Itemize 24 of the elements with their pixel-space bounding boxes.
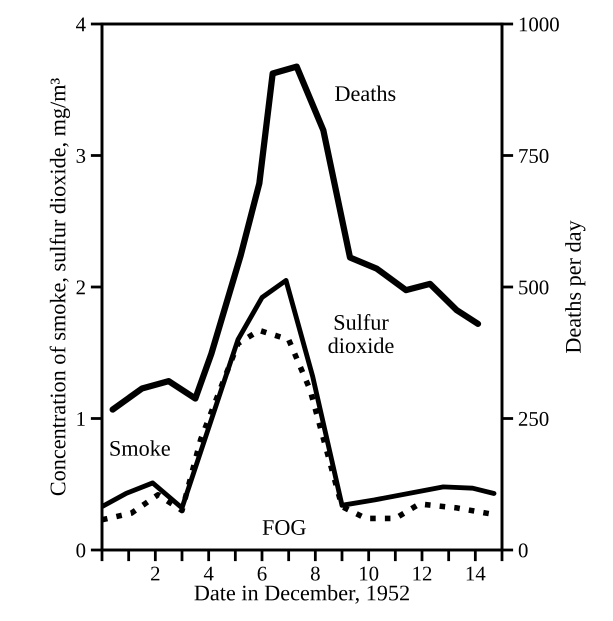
y2-axis-title: Deaths per day [565, 220, 586, 354]
series-label: Sulfur dioxide [328, 314, 394, 354]
annotation: FOG [262, 520, 306, 535]
y2-tick-label: 250 [518, 412, 548, 426]
x-tick-label: 12 [413, 566, 432, 580]
y2-tick-label: 500 [519, 280, 548, 294]
y2-tick-label: 0 [518, 543, 528, 558]
x-tick-label: 10 [360, 566, 378, 581]
x-axis-title: Date in December, 1952 [194, 584, 409, 604]
x-tick-label: 8 [310, 566, 320, 581]
y-tick-label: 1 [77, 412, 85, 426]
y-tick-label: 3 [76, 148, 86, 163]
x-tick-label: 4 [204, 566, 214, 580]
series-label: Deaths [335, 85, 396, 102]
y2-tick-label: 1000 [520, 17, 559, 32]
x-tick-label: 6 [258, 566, 267, 581]
series-label: Smoke [110, 440, 170, 456]
x-tick-label: 2 [151, 566, 160, 580]
y-axis-title: Concentration of smoke, sulfur dioxide, mg/m³ [50, 78, 70, 496]
y-tick-label: 4 [76, 18, 86, 32]
y2-tick-label: 750 [519, 148, 548, 163]
y-tick-label: 2 [76, 280, 85, 294]
y-tick-label: 0 [76, 543, 86, 558]
x-tick-label: 14 [466, 566, 486, 580]
